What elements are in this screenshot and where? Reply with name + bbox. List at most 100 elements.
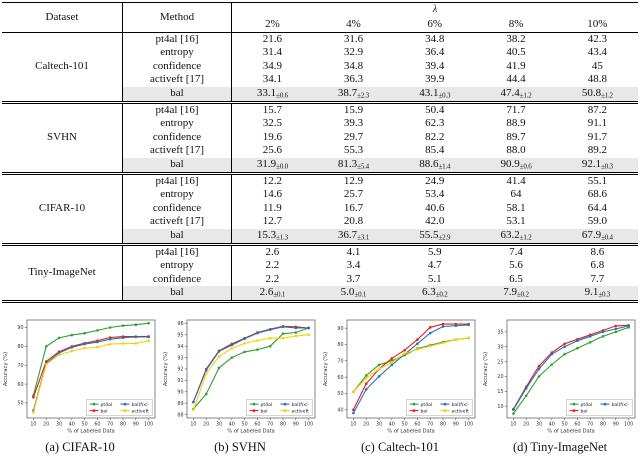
data-point-marker — [281, 336, 285, 340]
table-header: Dataset Method λ 2% 4% 6% 8% 10% — [2, 2, 638, 33]
stddev-subscript: ±0.6 — [276, 91, 288, 100]
stddev-subscript: ±0.1 — [273, 290, 286, 299]
data-point-marker — [441, 325, 445, 328]
x-tick-label: 60 — [574, 421, 580, 427]
value-cell: 55.1 — [587, 174, 607, 187]
data-point-marker — [243, 350, 246, 354]
value-cell: 3.7 — [346, 272, 361, 285]
plot-frame — [26, 319, 156, 419]
value-cell: 2.6±0.1 — [231, 286, 313, 302]
x-tick-label: 30 — [56, 421, 62, 427]
y-tick-label: 91 — [177, 378, 183, 384]
data-point-marker — [377, 363, 381, 367]
y-tick-label: 70 — [337, 358, 343, 364]
legend-label: bal(fix) — [452, 402, 468, 408]
y-axis: 50 60 70 80 90 — [17, 325, 27, 406]
method-cell: activeft [17] — [122, 73, 232, 87]
legend-marker — [412, 409, 416, 412]
data-point-marker — [364, 376, 368, 380]
x-tick-label: 40 — [389, 421, 395, 427]
value-cell: 36.7±3.1 — [312, 228, 395, 244]
dataset-cell: Tiny-ImageNet — [2, 244, 123, 302]
data-point-marker — [281, 325, 285, 329]
stddev-subscript: ±2.9 — [438, 233, 451, 242]
data-point-marker — [256, 339, 259, 342]
data-point-marker — [108, 337, 112, 341]
data-point-marker — [403, 348, 406, 352]
table-row: bal 15.3±1.3 36.7±3.1 55.5±2.9 63.2±1.2 67.9±… — [2, 228, 638, 244]
data-point-marker — [217, 355, 221, 358]
value-cell: 25.6 — [262, 144, 283, 157]
y-tick-label: 50 — [337, 391, 343, 397]
data-point-marker — [537, 367, 541, 371]
value-cell: 91.7 — [587, 130, 607, 143]
x-tick-label: 50 — [82, 421, 88, 427]
data-point-marker — [230, 347, 234, 350]
value-cell: 21.6 — [262, 32, 283, 45]
plot-frame — [506, 319, 636, 419]
value-cell: 5.1 — [427, 272, 442, 285]
legend-marker — [283, 409, 287, 412]
value-cell: 6.3±0.2 — [394, 286, 476, 302]
data-point-marker — [281, 332, 285, 335]
col-header-10pct: 10% — [587, 17, 608, 30]
x-tick-label: 90 — [613, 421, 619, 427]
table-row: confidence 19.6 29.7 82.2 89.7 91.7 — [2, 130, 638, 145]
y-axis-label: Accuracy (%) — [3, 352, 9, 386]
x-tick-label: 30 — [536, 421, 542, 427]
y-tick-label: 80 — [337, 342, 343, 348]
col-header-lambda: λ — [432, 4, 438, 15]
value-cell: 41.9 — [506, 59, 526, 72]
x-axis-label: % of Labeled Data — [227, 428, 275, 434]
value-cell: 71.7 — [506, 103, 526, 116]
method-cell: confidence — [122, 272, 232, 287]
y-tick-label: 15 — [497, 389, 503, 395]
value-cell: 34.9 — [262, 59, 283, 72]
dataset-block: Caltech-101 pt4al [16] 21.6 31.6 34.8 38.2 42.… — [2, 32, 638, 103]
data-point-marker — [537, 374, 541, 378]
col-header-method: Method — [122, 2, 232, 33]
value-cell: 31.4 — [262, 46, 283, 59]
method-cell: confidence — [122, 59, 232, 74]
data-point-marker — [364, 382, 368, 385]
value-cell: 88.6±1.4 — [394, 157, 476, 174]
data-point-marker — [390, 356, 394, 360]
data-point-marker — [217, 366, 221, 370]
value-cell: 42.3 — [587, 32, 607, 45]
data-point-marker — [134, 335, 138, 339]
value-cell: 34.1 — [262, 73, 283, 86]
stddev-subscript: ±1.2 — [601, 91, 613, 100]
value-cell: 5.6 — [509, 259, 523, 272]
x-tick-label: 90 — [453, 421, 459, 427]
data-point-marker — [217, 349, 221, 353]
data-point-marker — [377, 374, 381, 378]
table-row: activeft [17] 25.6 55.3 85.4 88.0 89.2 — [2, 144, 638, 158]
data-point-marker — [121, 342, 125, 345]
value-cell: 15.3±1.3 — [231, 228, 313, 244]
series-bal(fix) — [512, 324, 630, 411]
data-point-marker — [512, 408, 515, 411]
y-axis-label: Accuracy (%) — [163, 352, 169, 386]
value-cell: 39.9 — [425, 73, 445, 86]
chart-figure-svhn: 10 20 30 40 50 60 70 80 90 100 % of Labeled Data 88… — [160, 315, 320, 455]
data-point-marker — [294, 326, 298, 330]
data-point-marker — [243, 341, 246, 345]
data-point-marker — [563, 342, 566, 345]
value-cell: 64.4 — [587, 201, 607, 214]
stddev-subscript: ±5.4 — [357, 162, 369, 171]
value-cell: 88.0 — [506, 144, 526, 157]
stddev-subscript: ±0.3 — [438, 91, 451, 100]
data-point-marker — [230, 343, 234, 347]
data-point-marker — [428, 344, 432, 348]
data-point-marker — [614, 327, 618, 331]
legend-label: activeft — [452, 408, 469, 414]
y-axis: 10 15 20 25 30 35 — [497, 329, 507, 410]
method-cell: entropy — [122, 46, 232, 60]
col-header-6pct: 6% — [427, 17, 443, 30]
data-point-marker — [121, 336, 125, 339]
results-table-wrap: Dataset Method λ 2% 4% 6% 8% 10% Caltech… — [0, 2, 640, 303]
legend-marker — [92, 402, 96, 406]
